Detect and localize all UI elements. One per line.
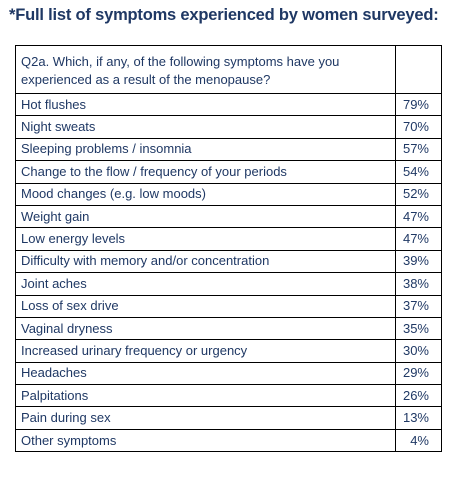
symptom-label: Difficulty with memory and/or concentrat…	[15, 249, 396, 274]
symptom-percent: 79%	[395, 92, 442, 117]
symptom-label: Loss of sex drive	[15, 294, 396, 318]
table-row: Difficulty with memory and/or concentrat…	[15, 249, 442, 274]
question-text: Q2a. Which, if any, of the following sym…	[15, 45, 396, 94]
symptom-label: Night sweats	[15, 115, 396, 139]
symptom-percent: 4%	[395, 428, 442, 453]
table-row: Sleeping problems / insomnia 57%	[15, 137, 442, 162]
table-row: Hot flushes 79%	[15, 92, 442, 117]
symptom-label: Palpitations	[15, 384, 396, 408]
symptom-percent: 70%	[395, 115, 442, 139]
symptom-percent: 52%	[395, 182, 442, 206]
symptom-percent: 54%	[395, 160, 442, 184]
table-row: Increased urinary frequency or urgency 3…	[15, 339, 442, 363]
symptom-label: Mood changes (e.g. low moods)	[15, 182, 396, 206]
symptom-percent: 13%	[395, 406, 442, 430]
symptom-label: Headaches	[15, 361, 396, 386]
symptom-label: Sleeping problems / insomnia	[15, 137, 396, 162]
question-row: Q2a. Which, if any, of the following sym…	[15, 45, 442, 94]
symptom-percent: 38%	[395, 272, 442, 296]
symptom-percent: 29%	[395, 361, 442, 386]
table-row: Vaginal dryness 35%	[15, 316, 442, 341]
question-value-cell	[395, 45, 442, 94]
table-row: Palpitations 26%	[15, 384, 442, 408]
symptom-label: Joint aches	[15, 272, 396, 296]
symptom-percent: 35%	[395, 316, 442, 341]
symptoms-table: Q2a. Which, if any, of the following sym…	[15, 45, 442, 453]
symptoms-table-body: Q2a. Which, if any, of the following sym…	[15, 45, 442, 453]
table-row: Other symptoms 4%	[15, 428, 442, 453]
symptom-percent: 47%	[395, 204, 442, 229]
symptom-percent: 30%	[395, 339, 442, 363]
symptom-percent: 47%	[395, 227, 442, 251]
symptom-label: Other symptoms	[15, 428, 396, 453]
symptom-label: Increased urinary frequency or urgency	[15, 339, 396, 363]
page-title: *Full list of symptoms experienced by wo…	[9, 6, 439, 24]
table-row: Joint aches 38%	[15, 272, 442, 296]
table-row: Change to the flow / frequency of your p…	[15, 160, 442, 184]
symptom-label: Hot flushes	[15, 92, 396, 117]
symptom-label: Low energy levels	[15, 227, 396, 251]
symptom-label: Weight gain	[15, 204, 396, 229]
table-row: Night sweats 70%	[15, 115, 442, 139]
table-row: Weight gain 47%	[15, 204, 442, 229]
symptom-percent: 37%	[395, 294, 442, 318]
table-row: Mood changes (e.g. low moods) 52%	[15, 182, 442, 206]
table-row: Pain during sex 13%	[15, 406, 442, 430]
symptom-percent: 39%	[395, 249, 442, 274]
symptom-label: Change to the flow / frequency of your p…	[15, 160, 396, 184]
symptom-percent: 57%	[395, 137, 442, 162]
table-row: Low energy levels 47%	[15, 227, 442, 251]
table-row: Loss of sex drive 37%	[15, 294, 442, 318]
table-row: Headaches 29%	[15, 361, 442, 386]
symptom-label: Vaginal dryness	[15, 316, 396, 341]
symptom-label: Pain during sex	[15, 406, 396, 430]
symptom-percent: 26%	[395, 384, 442, 408]
